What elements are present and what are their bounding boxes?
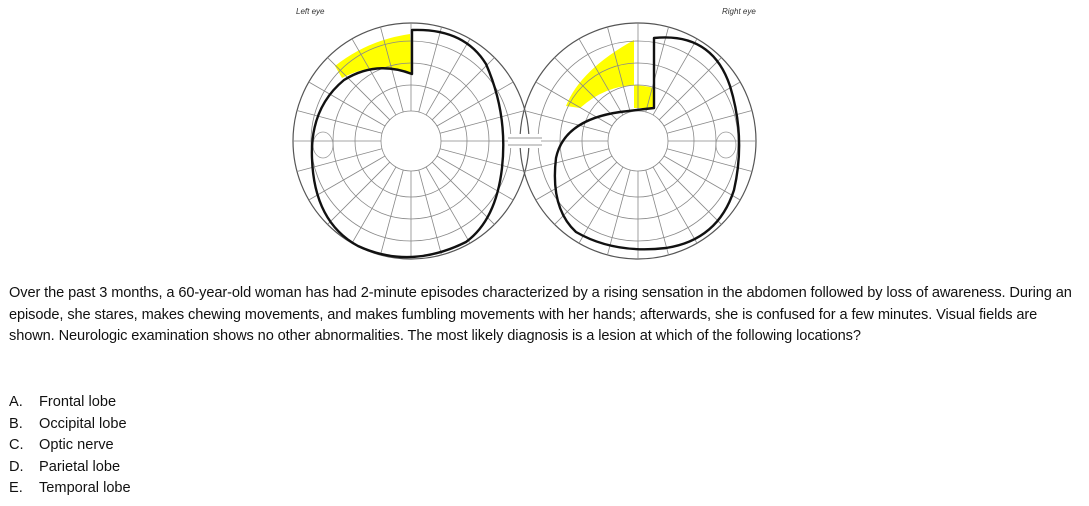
left-eye-grid-spoke xyxy=(425,166,471,244)
left-eye-grid-spoke xyxy=(418,169,442,256)
right-eye-grid-spoke xyxy=(578,38,624,116)
left-eye-grid-spoke xyxy=(380,169,404,256)
right-eye-grid-spoke xyxy=(607,26,631,113)
right-eye-field-boundary xyxy=(553,36,741,251)
left-eye-grid-spoke xyxy=(436,155,514,201)
left-eye-grid-spoke xyxy=(351,38,397,116)
left-eye-grid-spoke xyxy=(308,155,386,201)
right-eye-label: Right eye xyxy=(722,7,756,16)
left-eye-grid-ring xyxy=(380,110,442,172)
right-eye-grid-spoke xyxy=(535,155,613,201)
left-eye-blind-spot xyxy=(312,131,334,159)
right-eye-grid-spoke xyxy=(578,166,624,244)
answer-options: A. Frontal lobe B. Occipital lobe C. Optic … xyxy=(9,392,131,500)
visual-field-svg xyxy=(292,22,757,260)
right-eye-grid-spoke xyxy=(658,161,722,225)
option-letter: C. xyxy=(9,437,24,453)
right-eye-grid-spoke xyxy=(523,148,610,172)
option-text: Temporal lobe xyxy=(39,480,131,496)
option-text: Parietal lobe xyxy=(39,458,121,475)
left-eye-grid-spoke xyxy=(296,110,383,134)
scale-band xyxy=(508,134,541,148)
left-eye-grid-spoke xyxy=(425,38,471,116)
right-eye-grid-spoke xyxy=(645,26,669,113)
right-eye-grid-spoke xyxy=(523,110,610,134)
right-eye-grid-spoke xyxy=(663,155,741,201)
right-eye-highlight xyxy=(566,40,654,108)
option-c[interactable]: C. Optic nerve xyxy=(9,435,131,457)
visual-field-diagram xyxy=(280,8,800,278)
option-d[interactable]: D. Parietal lobe xyxy=(9,457,131,479)
left-eye-grid-spoke xyxy=(351,166,397,244)
right-eye-grid-spoke xyxy=(652,166,698,244)
right-eye-blind-spot xyxy=(715,131,737,159)
option-letter: B. xyxy=(9,415,23,432)
left-eye-label: Left eye xyxy=(296,7,325,16)
right-eye-grid-spoke xyxy=(663,81,741,127)
option-b[interactable]: B. Occipital lobe xyxy=(9,414,131,436)
right-eye-grid-spoke xyxy=(535,81,613,127)
right-eye-grid-spoke xyxy=(554,57,618,121)
option-letter: D. xyxy=(9,458,24,475)
option-e[interactable]: E. Temporal lobe xyxy=(9,478,131,500)
question-stem: Over the past 3 months, a 60-year-old wo… xyxy=(9,285,1072,344)
right-eye-grid-spoke xyxy=(652,38,698,116)
option-letter: E. xyxy=(9,480,23,496)
option-text: Optic nerve xyxy=(39,437,114,453)
left-eye-grid-spoke xyxy=(327,161,391,225)
left-eye-grid-spoke xyxy=(431,57,495,121)
left-eye-grid-spoke xyxy=(439,110,526,134)
right-eye-grid-spoke xyxy=(645,169,669,256)
left-eye-grid-spoke xyxy=(418,26,442,113)
left-eye-field-boundary xyxy=(310,28,505,259)
option-letter: A. xyxy=(9,394,23,410)
left-eye-grid-spoke xyxy=(439,148,526,172)
right-eye-grid-spoke xyxy=(554,161,618,225)
left-eye-highlight xyxy=(335,34,412,78)
left-eye-grid-spoke xyxy=(296,148,383,172)
left-eye-grid-spoke xyxy=(327,57,391,121)
option-a[interactable]: A. Frontal lobe xyxy=(9,392,131,414)
option-text: Occipital lobe xyxy=(39,415,127,432)
right-eye-grid-ring xyxy=(607,110,669,172)
left-eye-grid-spoke xyxy=(436,81,514,127)
left-eye-grid-spoke xyxy=(308,81,386,127)
right-eye-grid-spoke xyxy=(607,169,631,256)
right-eye-grid-spoke xyxy=(658,57,722,121)
left-eye-grid-spoke xyxy=(431,161,495,225)
option-text: Frontal lobe xyxy=(39,394,117,410)
